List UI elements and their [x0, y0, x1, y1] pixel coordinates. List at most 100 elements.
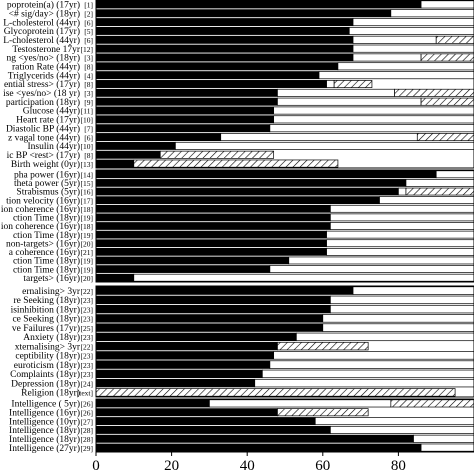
bar-segment — [95, 360, 271, 369]
bar-segment — [95, 323, 324, 332]
row-ref-number: [19] — [81, 231, 94, 240]
row-ref-number: [10] — [81, 116, 94, 125]
row-ref-number: [10] — [81, 142, 94, 151]
row-label: ve Failures (17yr) — [12, 323, 80, 334]
bar-segment — [95, 18, 354, 27]
bar-segment — [95, 443, 422, 452]
bar-segment — [95, 88, 278, 97]
bar-segment — [95, 304, 331, 314]
bar-segment — [95, 150, 161, 159]
row-label: ential stress> (17yr) — [4, 79, 80, 90]
row-ref-number: [5] — [84, 27, 93, 36]
row-ref-number: [18] — [81, 205, 94, 214]
bar-segment — [420, 53, 474, 62]
row-ref-number: [13] — [81, 160, 94, 169]
bar-segment — [95, 417, 316, 426]
bar-segment — [95, 133, 222, 142]
row-ref-number: [16] — [81, 188, 94, 197]
x-axis: 0 20 40 60 80 — [92, 452, 406, 474]
bar-segment — [330, 222, 474, 230]
row-label: tion velocity (16yr) — [6, 195, 80, 206]
row-ref-number: [25] — [81, 324, 94, 333]
bar-segment — [348, 26, 474, 35]
row-ref-number: [29] — [81, 444, 94, 453]
row-ref-number: [19] — [81, 265, 94, 274]
bar-segment — [390, 399, 474, 408]
row-label: ration Rate (44yr) — [12, 62, 80, 73]
row-ref-number: [8] — [84, 80, 93, 89]
row-ref-number: [15] — [81, 179, 94, 188]
row-label: Testosterone 17yr — [12, 45, 81, 55]
bar-segment — [273, 106, 474, 115]
panel-frame — [95, 0, 474, 169]
bar-segment — [420, 443, 474, 452]
bar-segment — [95, 399, 210, 408]
bar-segment — [95, 341, 278, 351]
row-ref-number: [text] — [77, 389, 93, 398]
row-ref-number: [4] — [84, 71, 93, 80]
row-label: ng <yes/no> (18yr) — [6, 53, 80, 64]
bar-segment — [159, 150, 275, 159]
bar-segment — [277, 88, 395, 97]
bar-segment — [326, 239, 474, 248]
row-ref-number: [23] — [81, 296, 94, 305]
bar-segment — [95, 141, 176, 150]
row-label: ction Time (18yr) — [13, 213, 80, 224]
bar-segment — [352, 35, 437, 44]
row-label: Intelligence (18yr) — [9, 434, 80, 445]
row-ref-number: [6] — [84, 18, 93, 27]
row-ref-number: [23] — [81, 333, 94, 342]
row-label: pha power (16yr) — [14, 170, 80, 181]
row-ref-number: [23] — [81, 361, 94, 370]
bar-segment — [277, 341, 369, 351]
panel-1: poprotein(a) (17yr) [1] <# sig/day> (18yr)… — [3, 0, 474, 170]
bar-segment — [405, 187, 474, 196]
bar-segment — [95, 44, 354, 53]
bar-segment — [277, 97, 422, 106]
row-label: Religion (18yr) — [21, 388, 80, 399]
row-label: ction Time (18yr) — [13, 230, 80, 241]
bar-segment — [95, 170, 437, 179]
row-label: Complaints (18yr) — [10, 369, 80, 380]
x-tick-label: 20 — [164, 458, 179, 474]
bar-segment — [337, 62, 474, 71]
row-label: Glucose (44yr) — [23, 106, 80, 117]
bar-segment — [95, 388, 456, 397]
row-label: xternalising> 3yr — [15, 342, 81, 352]
row-label: non-targets> (16yr) — [6, 238, 80, 249]
bar-segment — [133, 273, 474, 282]
bar-segment — [95, 204, 331, 213]
row-label: Diastolic BP (44yr) — [6, 123, 80, 134]
row-ref-number: [24] — [81, 379, 94, 388]
bar-segment — [273, 351, 474, 360]
bar-segment — [379, 196, 474, 205]
bar-segment — [95, 71, 320, 80]
row-label: isinhibition (18yr) — [11, 304, 80, 315]
bar-segment — [95, 80, 327, 88]
row-ref-number: [23] — [81, 352, 94, 361]
row-ref-number: [28] — [81, 426, 94, 435]
bar-segment — [95, 273, 135, 282]
row-label: euroticism (18yr) — [14, 360, 80, 371]
bar-segment — [435, 35, 474, 44]
bar-segment — [394, 88, 474, 97]
row-ref-number: [8] — [84, 63, 93, 72]
bar-segment — [398, 187, 407, 196]
panel-3: ernalising> 3yr [22]re Seeking (18yr) [23]… — [10, 285, 474, 399]
bar-segment — [352, 53, 422, 62]
row-label: theta power (5yr) — [14, 178, 80, 189]
row-label: a coherence (16yr) — [9, 247, 80, 258]
row-ref-number: [6] — [84, 36, 93, 45]
bar-segment — [326, 230, 474, 239]
bar-segment — [95, 222, 331, 230]
bar-segment — [95, 124, 271, 133]
bar-segment — [330, 295, 474, 305]
row-ref-number: [23] — [81, 305, 94, 314]
row-ref-number: [14] — [81, 171, 94, 180]
x-tick-label: 60 — [315, 458, 330, 474]
bar-segment — [95, 97, 278, 106]
row-ref-number: [26] — [81, 408, 94, 417]
row-ref-number: [20] — [81, 239, 94, 248]
bar-segment — [330, 204, 474, 213]
bar-segment — [95, 62, 339, 71]
